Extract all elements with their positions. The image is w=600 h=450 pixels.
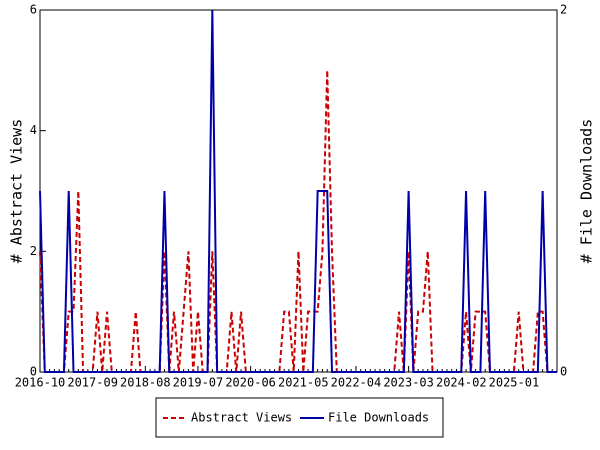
- y-tick-label: 0: [30, 365, 37, 379]
- x-tick-label: 2022-04: [331, 376, 382, 390]
- line-series: [39, 70, 557, 373]
- x-tick-label: 2021-05: [278, 376, 329, 390]
- x-tick-label: 2016-10: [15, 376, 66, 390]
- legend: [155, 397, 444, 438]
- plot-frame: [39, 9, 558, 373]
- y-tick-label: 4: [30, 123, 37, 137]
- x-tick-label: 2024-02: [436, 376, 487, 390]
- y-axis-label: # Abstract Views: [8, 119, 26, 264]
- line-series: [39, 9, 557, 373]
- x-tick-label: 2018-08: [120, 376, 171, 390]
- y-tick-label: 2: [30, 244, 37, 258]
- y-tick-label: 6: [30, 3, 37, 17]
- x-tick-label: 2023-03: [383, 376, 434, 390]
- legend-label: Abstract Views: [191, 411, 292, 425]
- y2-axis-label: # File Downloads: [578, 119, 596, 264]
- legend-label: File Downloads: [328, 411, 429, 425]
- x-tick-label: 2017-09: [67, 376, 118, 390]
- y2-tick-label: 0: [560, 365, 567, 379]
- x-tick-label: 2020-06: [225, 376, 276, 390]
- x-tick-label: 2019-07: [173, 376, 224, 390]
- x-tick-label: 2025-01: [489, 376, 540, 390]
- y2-tick-label: 2: [560, 3, 567, 17]
